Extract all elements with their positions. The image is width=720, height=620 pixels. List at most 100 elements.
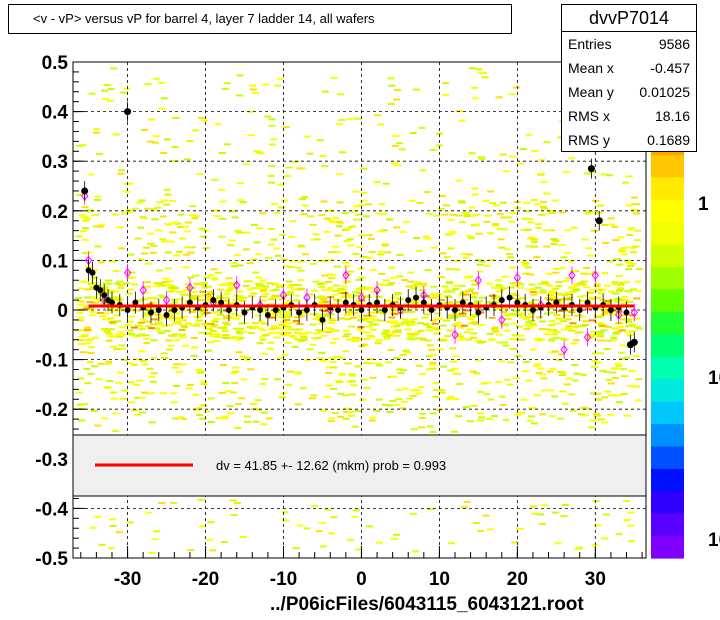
heat-cell (174, 222, 182, 225)
heat-cell (586, 254, 594, 257)
heat-cell (360, 378, 368, 381)
heat-cell (177, 298, 185, 301)
heat-cell (156, 201, 164, 204)
heat-cell (165, 223, 173, 226)
heat-cell (531, 245, 539, 248)
heat-cell (283, 318, 291, 321)
heat-cell (614, 394, 622, 397)
heat-cell (148, 421, 156, 424)
heat-cell (352, 252, 360, 255)
heat-cell (435, 132, 443, 135)
heat-cell (342, 417, 350, 420)
heat-cell (201, 119, 208, 122)
heat-cell (238, 397, 246, 400)
heat-cell (89, 311, 97, 313)
heat-cell (561, 402, 569, 405)
heat-cell (449, 213, 457, 216)
profile-point-open (615, 310, 623, 320)
heat-cell (429, 149, 437, 151)
heat-cell (232, 327, 240, 330)
heat-cell (499, 403, 507, 406)
heat-cell (516, 312, 524, 315)
heat-cell (399, 353, 407, 356)
heat-cell (475, 68, 483, 71)
heat-cell (261, 378, 269, 380)
heat-cell (619, 357, 627, 360)
heat-cell (471, 187, 479, 190)
heat-cell (224, 143, 231, 146)
heat-cell (222, 299, 229, 302)
heat-cell (362, 288, 370, 291)
x-tick-label: 20 (507, 569, 528, 590)
color-scale-cell (651, 311, 684, 335)
heat-cell (381, 403, 389, 406)
heat-cell (83, 368, 91, 370)
heat-cell (177, 213, 185, 216)
heat-cell (222, 317, 230, 320)
heat-cell (166, 280, 174, 283)
heat-cell (334, 379, 342, 382)
stats-label: Mean y (568, 84, 614, 100)
heat-cell (612, 292, 620, 295)
heat-cell (429, 431, 437, 433)
heat-cell (628, 540, 635, 543)
heat-cell (332, 284, 340, 287)
heat-cell (172, 322, 180, 325)
heat-cell (221, 416, 229, 419)
profile-point (155, 307, 162, 313)
heat-cell (488, 316, 496, 319)
heat-cell (259, 290, 267, 292)
color-scale-cell (651, 266, 684, 290)
heat-cell (555, 359, 563, 362)
heat-cell (537, 513, 544, 516)
heat-cell (183, 246, 191, 249)
heat-cell (427, 296, 435, 299)
heat-cell (527, 237, 535, 240)
heat-cell (409, 512, 417, 515)
heat-cell (321, 310, 328, 312)
heat-cell (433, 214, 441, 217)
heat-cell (356, 302, 364, 304)
heat-cell (525, 133, 533, 136)
heat-cell (294, 266, 302, 269)
heat-cell (472, 315, 480, 318)
heat-cell (321, 288, 329, 291)
heat-cell (290, 336, 298, 339)
heat-cell (213, 317, 221, 320)
heat-cell (396, 275, 404, 278)
heat-cell (137, 226, 145, 229)
profile-point (576, 307, 583, 313)
heat-cell (77, 343, 85, 345)
heat-cell (228, 239, 236, 242)
heat-cell (594, 361, 602, 364)
heat-cell (117, 331, 125, 334)
heat-cell (538, 522, 546, 525)
profile-point (381, 307, 388, 313)
heat-cell (221, 87, 229, 90)
heat-cell (109, 524, 117, 527)
heat-cell (209, 311, 216, 314)
heat-cell (455, 214, 463, 217)
heat-cell (121, 389, 128, 392)
heat-cell (92, 131, 100, 134)
heat-cell (377, 230, 384, 233)
heat-cell (567, 260, 575, 263)
heat-cell (359, 286, 367, 289)
heat-cell (288, 335, 296, 337)
heat-cell (149, 301, 157, 304)
heat-cell (351, 425, 359, 428)
heat-cell (138, 333, 146, 336)
heat-cell (364, 295, 372, 298)
heat-cell (460, 314, 468, 317)
heat-cell (276, 295, 284, 298)
heat-cell (429, 353, 437, 356)
heat-cell (88, 288, 96, 290)
heat-cell (568, 287, 576, 290)
heat-cell (89, 526, 97, 529)
heat-cell (483, 220, 491, 223)
heat-cell (144, 83, 152, 86)
profile-point-open (630, 307, 638, 318)
heat-cell (558, 266, 566, 269)
heat-cell (325, 281, 333, 283)
heat-cell (123, 190, 130, 193)
